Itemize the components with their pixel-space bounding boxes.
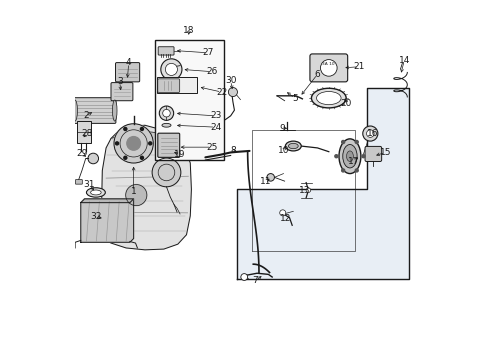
Text: 26: 26 xyxy=(206,67,218,76)
Ellipse shape xyxy=(317,91,341,105)
Text: 22: 22 xyxy=(216,87,227,96)
Circle shape xyxy=(267,174,274,181)
Circle shape xyxy=(114,124,153,163)
Text: 7: 7 xyxy=(253,276,258,285)
Text: 12: 12 xyxy=(280,215,292,224)
Text: 24: 24 xyxy=(210,123,221,132)
Text: 17: 17 xyxy=(348,157,360,166)
Circle shape xyxy=(124,156,127,159)
FancyBboxPatch shape xyxy=(158,47,174,55)
Text: 14: 14 xyxy=(398,56,410,65)
Text: 9: 9 xyxy=(279,124,285,133)
Circle shape xyxy=(88,153,98,164)
Ellipse shape xyxy=(91,190,101,195)
FancyBboxPatch shape xyxy=(310,54,348,82)
Circle shape xyxy=(116,142,119,145)
Ellipse shape xyxy=(162,123,171,127)
Circle shape xyxy=(149,142,152,145)
Text: 6: 6 xyxy=(315,70,320,79)
Circle shape xyxy=(320,60,337,76)
FancyBboxPatch shape xyxy=(365,147,382,162)
FancyBboxPatch shape xyxy=(116,63,140,82)
Circle shape xyxy=(228,87,238,96)
FancyBboxPatch shape xyxy=(158,133,180,157)
Text: 3: 3 xyxy=(117,77,122,86)
Polygon shape xyxy=(81,199,134,203)
Text: 16: 16 xyxy=(367,129,378,138)
Text: 31: 31 xyxy=(84,180,95,189)
Text: 11: 11 xyxy=(260,177,271,186)
Bar xyxy=(157,77,197,93)
Text: 2: 2 xyxy=(83,111,89,120)
Text: 13: 13 xyxy=(299,186,310,195)
Circle shape xyxy=(367,130,374,138)
Text: 28: 28 xyxy=(81,129,93,138)
Circle shape xyxy=(363,126,378,141)
Circle shape xyxy=(335,155,338,158)
FancyBboxPatch shape xyxy=(74,98,116,123)
Text: 5: 5 xyxy=(292,94,298,103)
Circle shape xyxy=(342,169,344,172)
Ellipse shape xyxy=(113,100,117,121)
Circle shape xyxy=(342,140,344,144)
Text: 18: 18 xyxy=(183,26,195,35)
Ellipse shape xyxy=(339,139,361,174)
Circle shape xyxy=(141,156,144,159)
Text: 3A 10: 3A 10 xyxy=(322,62,335,66)
Polygon shape xyxy=(101,125,192,250)
Text: 4: 4 xyxy=(126,58,131,67)
FancyBboxPatch shape xyxy=(111,82,133,101)
Circle shape xyxy=(163,109,170,117)
Text: 20: 20 xyxy=(341,99,352,108)
Ellipse shape xyxy=(285,141,301,151)
Text: 8: 8 xyxy=(230,147,236,156)
Circle shape xyxy=(152,158,181,187)
Circle shape xyxy=(141,127,144,131)
Ellipse shape xyxy=(86,188,105,197)
Circle shape xyxy=(126,185,147,206)
Circle shape xyxy=(355,140,358,144)
Circle shape xyxy=(127,136,141,150)
Circle shape xyxy=(159,106,173,120)
Text: 15: 15 xyxy=(380,148,391,157)
Circle shape xyxy=(280,210,286,216)
Text: 27: 27 xyxy=(202,48,214,57)
Circle shape xyxy=(306,188,311,193)
Text: 1: 1 xyxy=(131,187,137,196)
Text: 32: 32 xyxy=(90,212,101,221)
Text: 19: 19 xyxy=(174,150,186,159)
Ellipse shape xyxy=(343,144,357,168)
Text: 23: 23 xyxy=(210,111,221,120)
Circle shape xyxy=(241,274,247,280)
Ellipse shape xyxy=(289,143,298,149)
Polygon shape xyxy=(81,199,134,242)
Text: 25: 25 xyxy=(206,143,218,152)
FancyBboxPatch shape xyxy=(158,79,180,93)
Circle shape xyxy=(362,155,365,158)
Circle shape xyxy=(161,59,182,80)
Text: 29: 29 xyxy=(76,149,88,158)
Bar xyxy=(77,121,91,143)
Circle shape xyxy=(355,169,358,172)
Text: 21: 21 xyxy=(353,62,365,71)
Circle shape xyxy=(165,63,177,76)
Ellipse shape xyxy=(346,151,353,162)
Circle shape xyxy=(124,127,127,131)
Bar xyxy=(155,40,224,160)
Text: 10: 10 xyxy=(278,147,289,156)
Text: 30: 30 xyxy=(225,76,236,85)
Polygon shape xyxy=(237,88,409,279)
FancyBboxPatch shape xyxy=(75,180,82,184)
Ellipse shape xyxy=(312,88,346,108)
Ellipse shape xyxy=(73,100,77,121)
